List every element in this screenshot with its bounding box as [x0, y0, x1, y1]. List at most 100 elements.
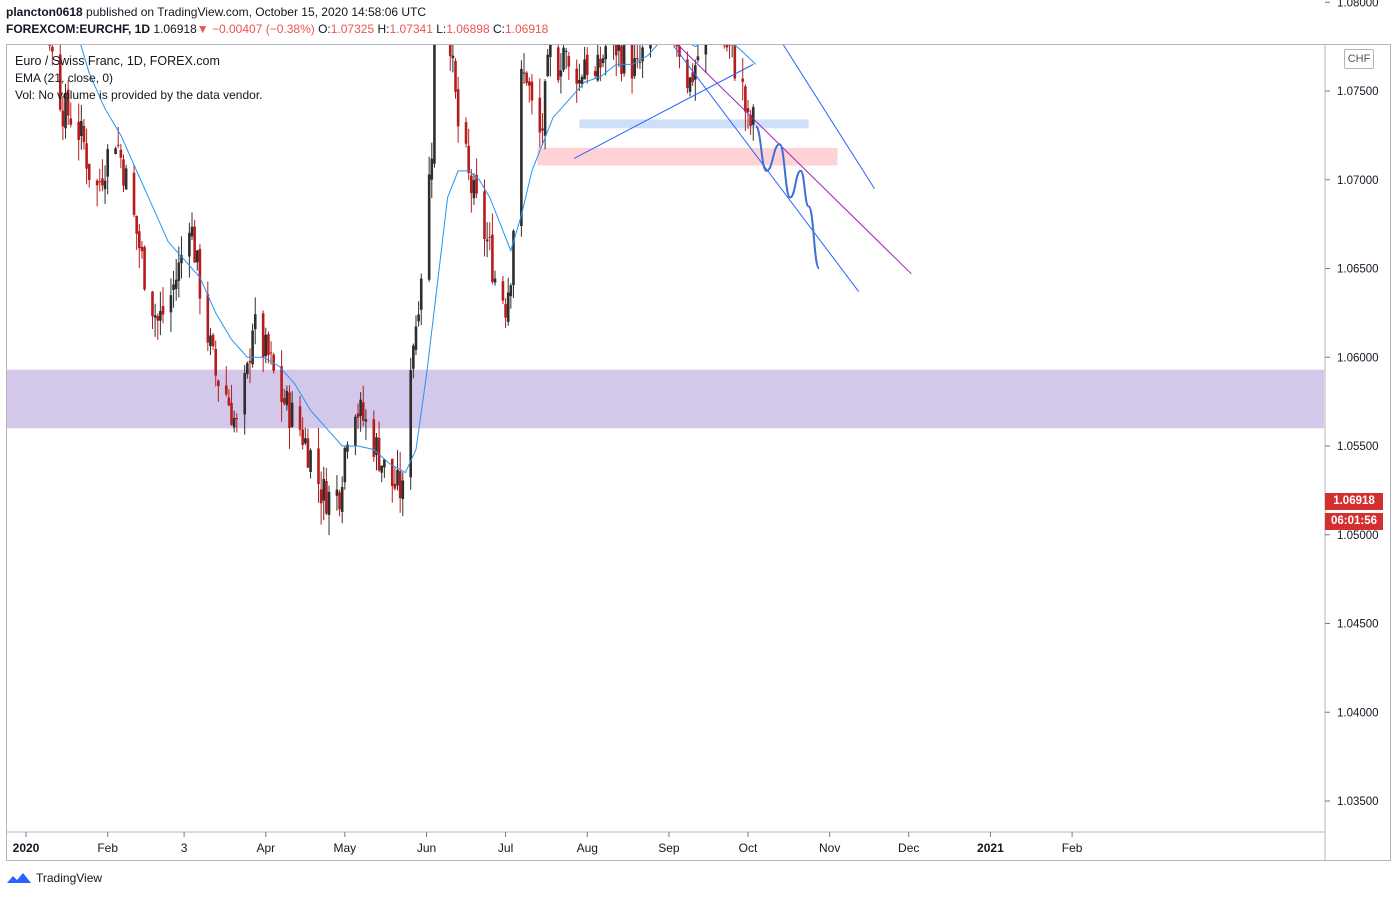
currency-button[interactable]: CHF — [1344, 49, 1374, 69]
candle-body — [467, 145, 470, 173]
candle — [527, 77, 531, 103]
candle-body — [327, 491, 331, 515]
candle — [751, 104, 755, 141]
candle — [290, 391, 294, 428]
candle-body — [188, 232, 191, 257]
candle — [688, 76, 692, 97]
footer-brand[interactable]: TradingView — [36, 871, 103, 885]
candle — [749, 110, 752, 135]
candle — [48, 45, 52, 51]
candle — [85, 128, 88, 185]
candle — [206, 281, 210, 352]
candle-body — [98, 181, 102, 183]
candle-body — [419, 278, 423, 310]
candle-body — [401, 480, 405, 500]
candle-body — [151, 291, 154, 317]
candle — [488, 222, 492, 251]
candle — [744, 84, 747, 132]
candle-body — [504, 304, 507, 318]
c-value: 1.06918 — [504, 22, 549, 36]
candle — [691, 63, 694, 86]
publish-text: published on TradingView.com, October 15… — [86, 5, 427, 19]
candle-body — [433, 45, 436, 164]
candle — [346, 441, 349, 459]
candle — [138, 224, 141, 269]
candle-body — [733, 45, 737, 79]
y-tick-label: 1.04500 — [1337, 619, 1379, 631]
candle-body — [375, 437, 378, 455]
candle — [427, 156, 431, 282]
candle — [156, 313, 160, 340]
candle-body — [354, 416, 357, 447]
publish-line: plancton0618 published on TradingView.co… — [6, 5, 426, 19]
candle — [227, 389, 231, 407]
candle — [253, 297, 257, 345]
candle-body — [601, 58, 605, 64]
candle-body — [251, 330, 254, 365]
candle-body — [604, 46, 607, 60]
candle — [620, 45, 623, 82]
y-tick-label: 1.07500 — [1337, 86, 1379, 98]
candle — [433, 45, 436, 168]
candle — [135, 215, 138, 250]
candle — [235, 413, 239, 433]
candle-body — [728, 45, 731, 46]
candle-body — [322, 478, 326, 501]
candle-body — [509, 285, 513, 297]
candle — [230, 384, 233, 426]
candle-body — [749, 114, 752, 126]
candle — [103, 165, 107, 205]
candle-body — [304, 438, 307, 444]
channel-line-1 — [782, 45, 875, 189]
candle — [504, 298, 507, 329]
candle-body — [267, 334, 270, 356]
candle-body — [230, 402, 233, 426]
candle-body — [159, 310, 162, 321]
candle — [538, 78, 542, 148]
candle — [575, 59, 579, 103]
candle — [649, 45, 652, 58]
candle-body — [454, 60, 457, 92]
candle-body — [140, 246, 144, 252]
y-tick-label: 1.08000 — [1337, 0, 1379, 9]
candle — [169, 278, 173, 332]
candle — [467, 128, 470, 181]
candle — [198, 243, 202, 315]
candle — [288, 385, 291, 449]
candle-body — [298, 406, 302, 430]
candle-body — [585, 54, 589, 76]
footer: TradingView — [6, 871, 102, 885]
candle-body — [636, 58, 639, 60]
candle — [82, 119, 86, 150]
candle-body — [101, 178, 104, 186]
candle-body — [269, 352, 273, 354]
candle-body — [346, 444, 349, 452]
candle — [317, 427, 320, 503]
candle-body — [456, 89, 460, 127]
candle — [396, 450, 399, 491]
candle — [451, 45, 455, 73]
candle-body — [464, 122, 468, 144]
symbol-line: FOREXCOM:EURCHF, 1D 1.06918▼ −0.00407 (−… — [6, 22, 548, 36]
candle — [77, 103, 80, 161]
candle — [69, 102, 73, 128]
legend-ema[interactable]: EMA (21, close, 0) — [15, 71, 114, 85]
candle-body — [546, 54, 550, 77]
candle — [177, 246, 181, 298]
candle-body — [132, 172, 136, 215]
y-tick-label: 1.07000 — [1337, 175, 1379, 187]
candle — [675, 45, 679, 57]
candle-body — [649, 45, 652, 49]
author[interactable]: plancton0618 — [6, 5, 83, 19]
candle-body — [116, 144, 120, 146]
candle — [541, 112, 544, 146]
y-tick-label: 1.06500 — [1337, 264, 1379, 276]
legend-volume[interactable]: Vol: No volume is provided by the data v… — [15, 88, 263, 102]
candle — [151, 290, 154, 330]
candle — [409, 357, 413, 490]
candle-body — [678, 45, 681, 57]
candle-body — [506, 292, 510, 322]
candle — [454, 58, 457, 99]
x-tick-label: Nov — [819, 841, 840, 855]
